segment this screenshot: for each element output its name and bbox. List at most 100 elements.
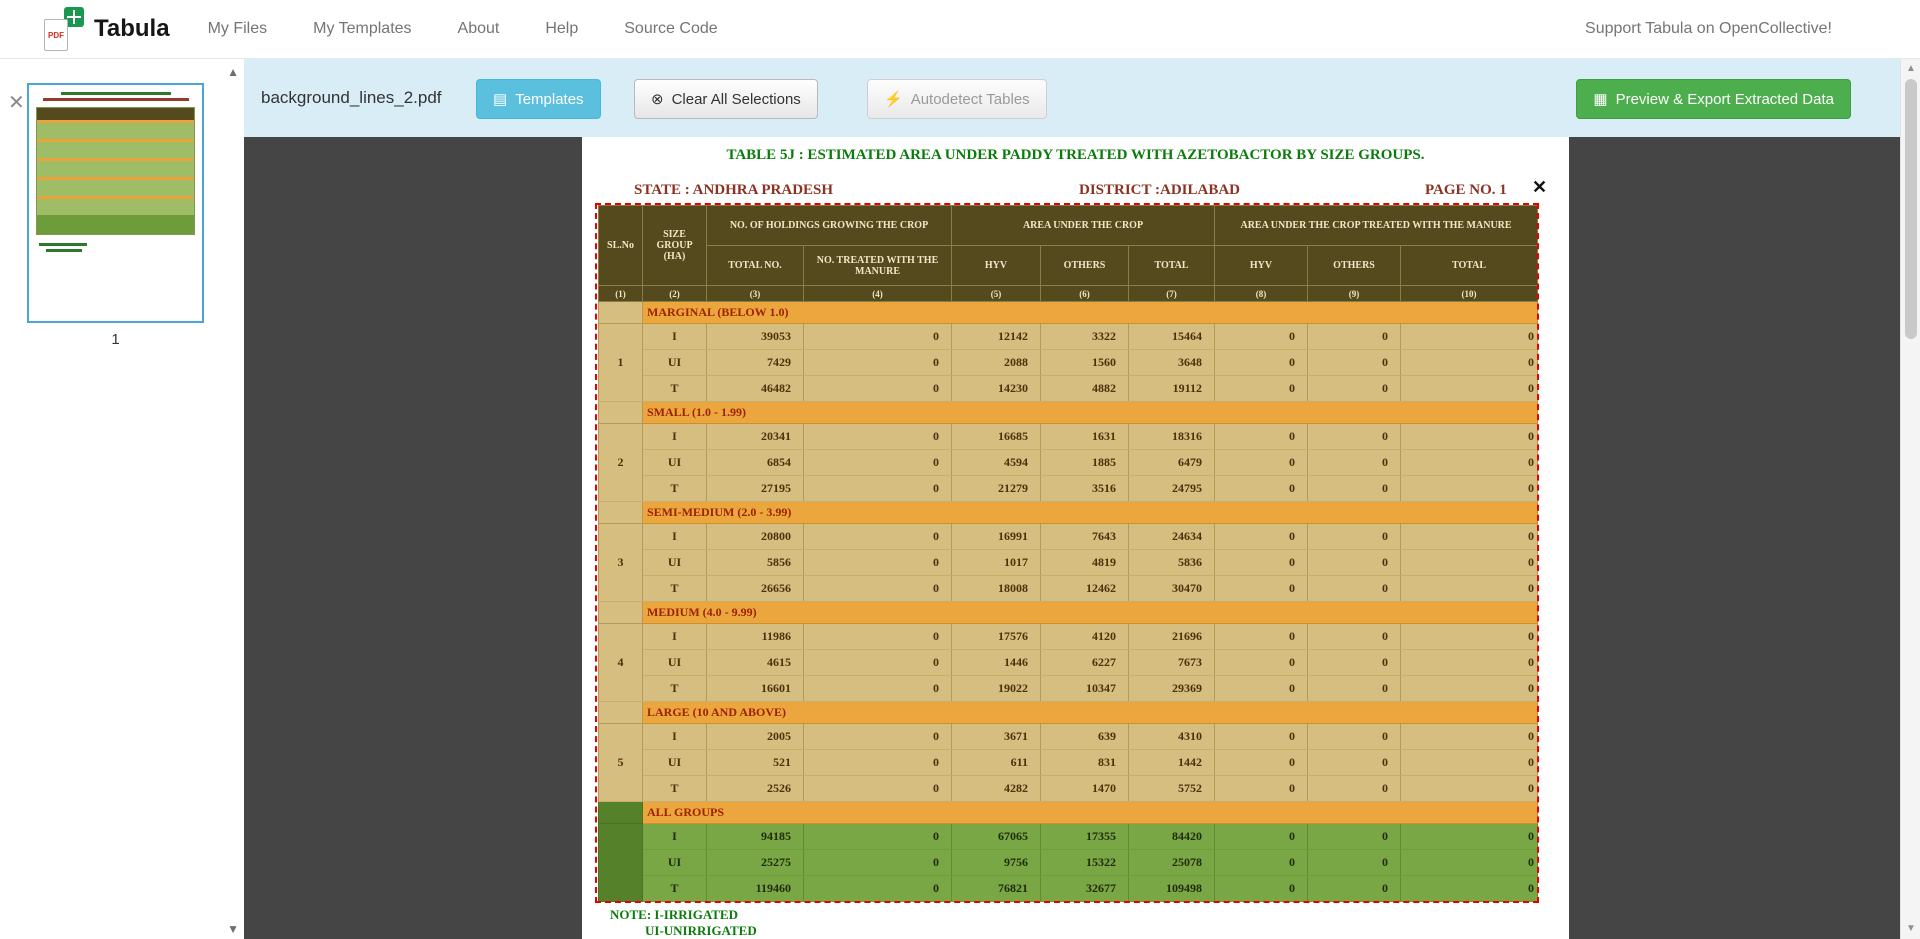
note-irrigated: NOTE: I-IRRIGATED xyxy=(610,907,738,922)
thumbnail-page-number: 1 xyxy=(111,331,120,348)
group-section-row: ALL GROUPS xyxy=(598,801,1539,824)
nav-item-about[interactable]: About xyxy=(457,20,500,37)
value-cell: 7673 xyxy=(1128,649,1216,676)
autodetect-tables-button[interactable]: ⚡ Autodetect Tables xyxy=(867,79,1047,119)
scrollbar-down-icon[interactable]: ▼ xyxy=(1906,923,1916,934)
pdf-page[interactable]: TABLE 5J : ESTIMATED AREA UNDER PADDY TR… xyxy=(582,137,1569,939)
table-data-row: 2 I 20341 0 16685 1631 18316 0 0 0 xyxy=(598,423,1539,502)
nav-item-my-files[interactable]: My Files xyxy=(207,20,268,37)
value-cell: 6854 xyxy=(706,449,804,476)
value-cell: 17576 xyxy=(951,623,1042,650)
support-link[interactable]: Support Tabula on OpenCollective! xyxy=(1585,20,1832,37)
row-type-cell: T xyxy=(642,675,707,702)
group-label: SEMI-MEDIUM (2.0 - 3.99) xyxy=(641,501,1539,524)
nav-item-help[interactable]: Help xyxy=(545,20,579,37)
sidebar-scroll-up-icon[interactable]: ▲ xyxy=(227,65,239,79)
subheader-others: OTHERS xyxy=(1307,245,1402,286)
value-cell: 12462 xyxy=(1040,575,1130,602)
note-unirrigated: UI-UNIRRIGATED xyxy=(645,923,757,938)
table-data-row: 5 I 2005 0 3671 639 4310 0 0 0 xyxy=(598,723,1539,802)
col-number: (10) xyxy=(1400,285,1539,302)
thumb-title-line xyxy=(60,92,171,95)
col-number: (9) xyxy=(1307,285,1402,302)
value-cell: 0 xyxy=(1400,823,1539,850)
row-type-cell: T xyxy=(642,475,707,502)
page-thumbnail[interactable] xyxy=(27,83,204,323)
value-cell: 0 xyxy=(1214,523,1309,550)
value-cell: 30470 xyxy=(1128,575,1216,602)
clear-all-selections-button[interactable]: ⊗ Clear All Selections xyxy=(634,79,818,119)
clear-selections-icon: ⊗ xyxy=(651,90,664,108)
sidebar-scroll-down-icon[interactable]: ▼ xyxy=(227,922,239,936)
value-cell: 21696 xyxy=(1128,623,1216,650)
value-cell: 3648 xyxy=(1128,349,1216,376)
value-cell: 0 xyxy=(1307,649,1402,676)
autodetect-button-label: Autodetect Tables xyxy=(910,90,1030,108)
col-number: (5) xyxy=(951,285,1042,302)
value-cell: 2526 xyxy=(706,775,804,802)
value-cell: 0 xyxy=(1400,423,1539,450)
subheader-others: OTHERS xyxy=(1040,245,1130,286)
value-cell: 5752 xyxy=(1128,775,1216,802)
value-cell: 94185 xyxy=(706,823,804,850)
value-cell: 0 xyxy=(803,875,953,902)
value-cell: 11986 xyxy=(706,623,804,650)
value-cell: 0 xyxy=(1307,349,1402,376)
value-cell: 0 xyxy=(1214,875,1309,902)
table-selection-box[interactable] xyxy=(595,203,1539,903)
value-cell: 5856 xyxy=(706,549,804,576)
value-cell: 0 xyxy=(1400,675,1539,702)
value-cell: 0 xyxy=(1214,649,1309,676)
value-cell: 26656 xyxy=(706,575,804,602)
logo-table-icon xyxy=(64,7,84,27)
logo-pdf-icon: PDF xyxy=(44,19,68,51)
thumb-table-body xyxy=(37,120,194,215)
header-area-group: AREA UNDER THE CROP xyxy=(951,205,1216,246)
preview-export-button[interactable]: ▦ Preview & Export Extracted Data xyxy=(1576,79,1851,119)
value-cell: 0 xyxy=(803,375,953,402)
nav-item-my-templates[interactable]: My Templates xyxy=(313,20,412,37)
nav-item-source-code[interactable]: Source Code xyxy=(624,20,718,37)
value-cell: 76821 xyxy=(951,875,1042,902)
templates-button[interactable]: ▤ Templates xyxy=(476,79,601,119)
value-cell: 0 xyxy=(1214,849,1309,876)
value-cell: 27195 xyxy=(706,475,804,502)
value-cell: 0 xyxy=(803,523,953,550)
value-cell: 4819 xyxy=(1040,549,1130,576)
value-cell: 12142 xyxy=(951,323,1042,350)
value-cell: 0 xyxy=(1307,523,1402,550)
value-cell: 0 xyxy=(803,423,953,450)
brand-title[interactable]: Tabula xyxy=(94,15,170,42)
value-cell: 0 xyxy=(803,323,953,350)
value-cell: 4594 xyxy=(951,449,1042,476)
table-data-row: T 16601 0 19022 10347 29369 0 0 0 xyxy=(599,675,1539,702)
header-holdings-group: NO. OF HOLDINGS GROWING THE CROP xyxy=(705,205,953,246)
thumb-table-header xyxy=(37,108,194,120)
value-cell: 4882 xyxy=(1040,375,1130,402)
col-number: (7) xyxy=(1128,285,1216,302)
value-cell: 0 xyxy=(1307,849,1402,876)
document-area: TABLE 5J : ESTIMATED AREA UNDER PADDY TR… xyxy=(244,137,1900,939)
value-cell: 0 xyxy=(1400,323,1539,350)
autodetect-icon: ⚡ xyxy=(884,90,903,108)
value-cell: 2005 xyxy=(706,723,804,750)
group-section-row: MARGINAL (BELOW 1.0) xyxy=(598,301,1539,324)
toolbar: background_lines_2.pdf ▤ Templates ⊗ Cle… xyxy=(244,59,1900,137)
close-icon[interactable]: ✕ xyxy=(8,92,25,114)
value-cell: 0 xyxy=(803,649,953,676)
value-cell: 639 xyxy=(1040,723,1130,750)
page-scrollbar[interactable]: ▲ ▼ xyxy=(1900,59,1920,939)
scrollbar-up-icon[interactable]: ▲ xyxy=(1906,63,1916,74)
scrollbar-thumb[interactable] xyxy=(1905,79,1917,339)
value-cell: 0 xyxy=(803,349,953,376)
row-type-cell: UI xyxy=(642,349,707,376)
col-number: (2) xyxy=(642,285,707,302)
value-cell: 0 xyxy=(1400,849,1539,876)
value-cell: 0 xyxy=(1214,823,1309,850)
tabula-logo[interactable]: PDF xyxy=(44,7,84,51)
value-cell: 1442 xyxy=(1128,749,1216,776)
selection-close-icon[interactable]: ✕ xyxy=(1532,177,1548,197)
group-label: MEDIUM (4.0 - 9.99) xyxy=(641,601,1539,624)
row-type-cell: T xyxy=(642,775,707,802)
templates-icon: ▤ xyxy=(493,90,508,108)
